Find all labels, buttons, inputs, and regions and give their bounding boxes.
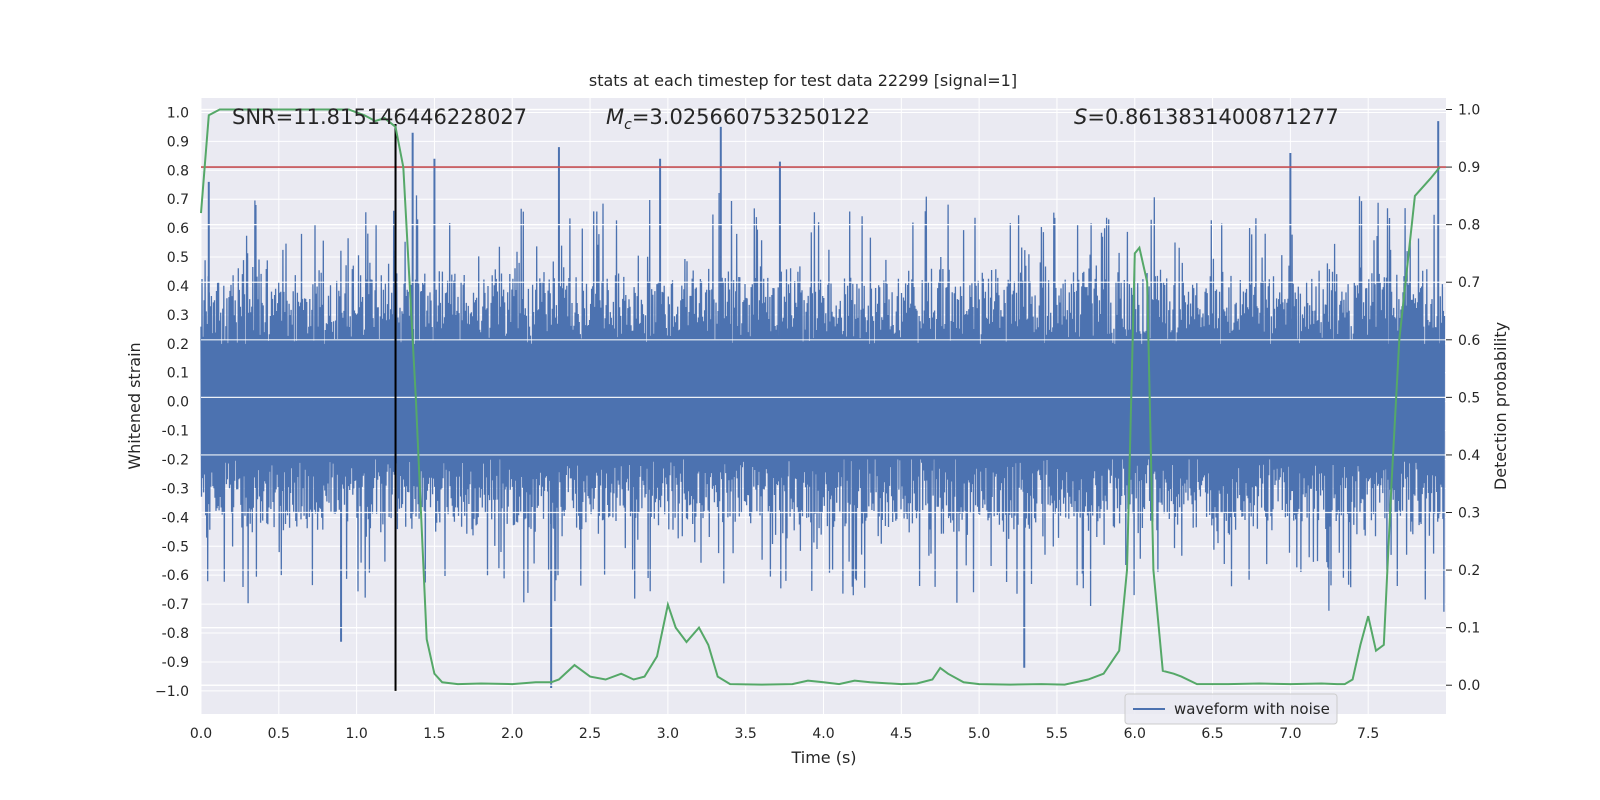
y-right-tick-label: 0.7 <box>1458 275 1480 291</box>
y-left-tick-label: 0.3 <box>167 308 189 324</box>
x-tick-label: 5.5 <box>1046 726 1068 742</box>
y-right-tick-label: 0.2 <box>1458 563 1480 579</box>
y-left-tick-label: -0.3 <box>162 481 189 497</box>
chart-title: stats at each timestep for test data 222… <box>589 71 1017 90</box>
waveform-line <box>200 192 1446 612</box>
legend: waveform with noise <box>1124 693 1338 725</box>
y-left-tick-label: 0.4 <box>167 279 189 295</box>
x-tick-label: 4.5 <box>890 726 912 742</box>
y-left-tick-label: -0.4 <box>162 510 189 526</box>
x-axis-label: Time (s) <box>790 748 856 767</box>
y-left-tick-label: 0.5 <box>167 250 189 266</box>
legend-box <box>1124 693 1338 725</box>
x-tick-label: 1.5 <box>423 726 445 742</box>
y-left-tick-label: -0.8 <box>162 626 189 642</box>
y-right-tick-label: 1.0 <box>1458 103 1480 119</box>
x-tick-label: 4.0 <box>812 726 834 742</box>
waveform-core-band <box>201 343 1440 460</box>
x-tick-label: 3.0 <box>657 726 679 742</box>
snr-annotation: SNR=11.815146446228027 <box>232 105 527 129</box>
plot-area: 0.0 0.5 1.0 1.5 2.0 2.5 3.0 3.5 4.0 4.5 5.0 5.5 6.0 6… <box>155 98 1480 742</box>
x-tick-label: 6.0 <box>1124 726 1146 742</box>
y-left-tick-label: -0.9 <box>162 655 189 671</box>
y-left-tick-label: -0.2 <box>162 453 189 469</box>
x-tick-label: 6.5 <box>1201 726 1223 742</box>
y-left-tick-label: -0.6 <box>162 568 189 584</box>
x-tick-label: 2.5 <box>579 726 601 742</box>
y-right-tick-label: 0.9 <box>1458 160 1480 176</box>
y-left-tick-label: 0.9 <box>167 134 189 150</box>
y-left-tick-label: 0.2 <box>167 337 189 353</box>
y-left-tick-label: 0.1 <box>167 366 189 382</box>
x-tick-label: 7.0 <box>1279 726 1301 742</box>
legend-entry-waveform: waveform with noise <box>1174 700 1330 718</box>
chirp-mass-annotation: Mc=3.025660753250122 <box>606 105 870 133</box>
s-value: =0.8613831400871277 <box>1087 105 1338 129</box>
x-tick-label: 0.5 <box>268 726 290 742</box>
x-tick-label: 0.0 <box>190 726 212 742</box>
y-right-tick-label: 0.6 <box>1458 333 1480 349</box>
chirp-mass-subscript: c <box>624 117 632 133</box>
y-left-tick-label: −1.0 <box>155 684 189 700</box>
chirp-mass-symbol: M <box>606 105 624 129</box>
x-tick-label: 1.0 <box>345 726 367 742</box>
y-axis-label-right: Detection probability <box>1491 322 1510 490</box>
y-right-tick-label: 0.3 <box>1458 506 1480 522</box>
y-right-tick-label: 0.1 <box>1458 621 1480 637</box>
y-left-tick-label: -0.7 <box>162 597 189 613</box>
y-left-tick-label: -0.5 <box>162 539 189 555</box>
x-tick-label: 2.0 <box>501 726 523 742</box>
y-left-tick-label: 0.8 <box>167 163 189 179</box>
chirp-mass-value: =3.025660753250122 <box>632 105 870 129</box>
y-left-tick-label: 1.0 <box>167 105 189 121</box>
y-right-tick-label: 0.4 <box>1458 448 1480 464</box>
y-right-tick-label: 0.8 <box>1458 218 1480 234</box>
x-tick-label: 3.5 <box>735 726 757 742</box>
y-right-tick-label: 0.5 <box>1458 390 1480 406</box>
y-right-tick-label: 0.0 <box>1458 678 1480 694</box>
x-tick-label: 5.0 <box>968 726 990 742</box>
s-annotation: S=0.8613831400871277 <box>1074 105 1339 129</box>
s-symbol: S <box>1074 105 1087 129</box>
y-axis-label-left: Whitened strain <box>125 342 144 469</box>
y-left-tick-label: 0.0 <box>167 395 189 411</box>
probability-line <box>200 108 1441 686</box>
x-tick-label: 7.5 <box>1357 726 1379 742</box>
y-left-tick-label: 0.6 <box>167 221 189 237</box>
y-left-tick-label: 0.7 <box>167 192 189 208</box>
annotations: SNR=11.815146446228027 Mc=3.025660753250… <box>232 105 1339 133</box>
y-left-tick-label: -0.1 <box>162 424 189 440</box>
